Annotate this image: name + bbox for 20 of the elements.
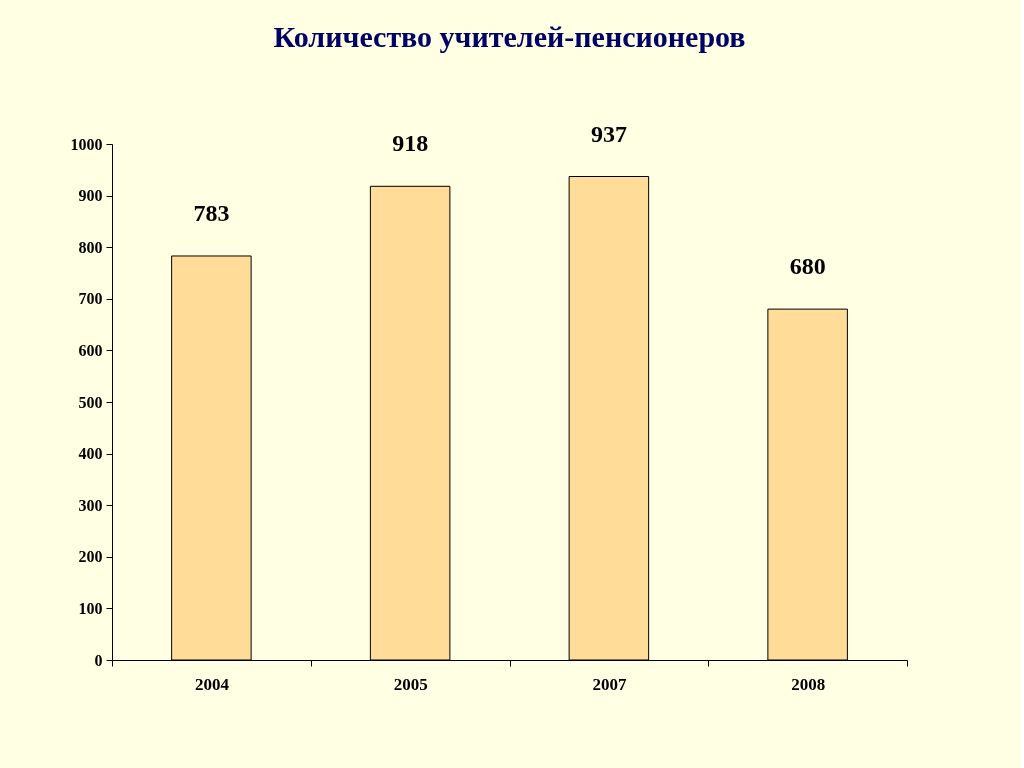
y-tick-label: 600 [78, 341, 103, 359]
y-tick-label: 700 [78, 290, 103, 308]
y-tick-label: 200 [78, 548, 103, 566]
y-tick-label: 900 [78, 187, 103, 205]
y-tick-label: 1000 [70, 135, 103, 153]
data-label: 783 [193, 199, 230, 226]
y-tick-label: 0 [94, 651, 103, 669]
y-tick-label: 300 [78, 496, 103, 514]
y-tick-label: 800 [78, 238, 103, 256]
data-label: 918 [392, 130, 429, 157]
y-tick-label: 500 [78, 393, 103, 411]
x-tick-label: 2004 [194, 674, 230, 694]
x-tick-label: 2005 [393, 674, 428, 694]
data-label: 680 [789, 253, 826, 280]
x-tick-label: 2007 [592, 674, 627, 694]
chart-title: Количество учителей-пенсионеров [273, 19, 746, 53]
y-tick-label: 400 [78, 445, 103, 463]
data-label: 937 [590, 120, 627, 147]
y-tick-label: 100 [78, 599, 103, 617]
x-tick-label: 2008 [791, 674, 826, 694]
